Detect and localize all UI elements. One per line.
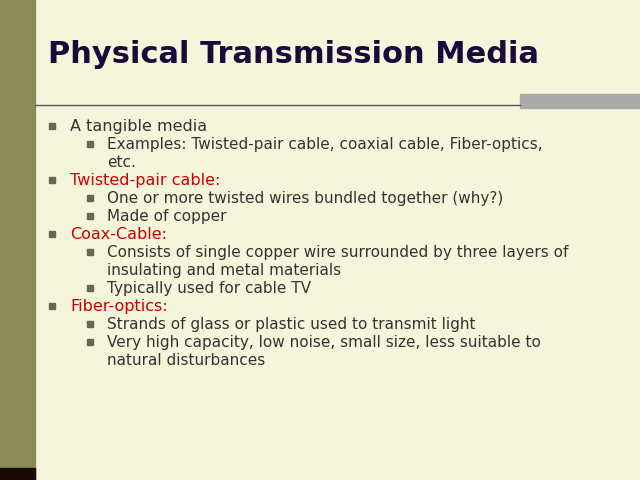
Bar xyxy=(0,0,35,480)
Bar xyxy=(0,468,35,480)
Text: Strands of glass or plastic used to transmit light: Strands of glass or plastic used to tran… xyxy=(107,317,476,332)
Text: One or more twisted wires bundled together (why?): One or more twisted wires bundled togeth… xyxy=(107,191,503,205)
Text: Twisted-pair cable:: Twisted-pair cable: xyxy=(70,173,220,188)
Text: insulating and metal materials: insulating and metal materials xyxy=(107,263,341,277)
Text: Coax-Cable:: Coax-Cable: xyxy=(70,227,167,241)
Text: Physical Transmission Media: Physical Transmission Media xyxy=(48,40,539,69)
Text: natural disturbances: natural disturbances xyxy=(107,353,265,368)
Text: Fiber-optics:: Fiber-optics: xyxy=(70,299,168,313)
Text: A tangible media: A tangible media xyxy=(70,119,207,133)
Text: Consists of single copper wire surrounded by three layers of: Consists of single copper wire surrounde… xyxy=(107,245,568,260)
Text: Very high capacity, low noise, small size, less suitable to: Very high capacity, low noise, small siz… xyxy=(107,335,541,349)
Text: etc.: etc. xyxy=(107,155,136,169)
Text: Made of copper: Made of copper xyxy=(107,209,227,224)
Text: Typically used for cable TV: Typically used for cable TV xyxy=(107,281,311,296)
Text: Examples: Twisted-pair cable, coaxial cable, Fiber-optics,: Examples: Twisted-pair cable, coaxial ca… xyxy=(107,137,543,152)
Bar xyxy=(520,94,640,108)
